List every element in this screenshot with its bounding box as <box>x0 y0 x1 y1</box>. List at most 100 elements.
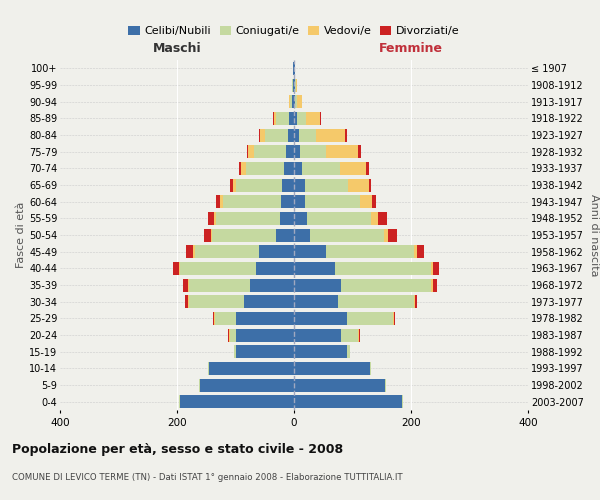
Bar <box>294 145 300 158</box>
Bar <box>208 362 209 375</box>
Bar <box>189 295 244 308</box>
Bar <box>296 78 297 92</box>
Bar <box>431 278 433 291</box>
Bar <box>292 95 294 108</box>
Bar <box>372 195 376 208</box>
Bar <box>188 278 250 291</box>
Bar <box>310 228 383 241</box>
Bar <box>180 262 256 275</box>
Bar <box>294 112 297 125</box>
Bar <box>230 328 235 342</box>
Bar <box>215 312 235 325</box>
Legend: Celibi/Nubili, Coniugati/e, Vedovi/e, Divorziati/e: Celibi/Nubili, Coniugati/e, Vedovi/e, Di… <box>124 21 464 40</box>
Bar <box>297 112 306 125</box>
Y-axis label: Fasce di età: Fasce di età <box>16 202 26 268</box>
Bar <box>388 228 397 241</box>
Bar <box>179 395 180 408</box>
Bar <box>402 395 403 408</box>
Bar <box>211 228 212 241</box>
Bar <box>289 95 290 108</box>
Bar <box>294 312 347 325</box>
Bar <box>417 245 424 258</box>
Bar <box>385 378 386 392</box>
Bar <box>307 212 371 225</box>
Bar <box>341 328 358 342</box>
Bar <box>180 395 294 408</box>
Bar <box>288 128 294 141</box>
Bar <box>214 212 215 225</box>
Bar <box>281 195 294 208</box>
Bar <box>394 312 395 325</box>
Bar <box>200 378 294 392</box>
Bar <box>294 378 385 392</box>
Text: COMUNE DI LEVICO TERME (TN) - Dati ISTAT 1° gennaio 2008 - Elaborazione TUTTITAL: COMUNE DI LEVICO TERME (TN) - Dati ISTAT… <box>12 472 403 482</box>
Bar <box>194 245 259 258</box>
Bar <box>294 362 370 375</box>
Bar <box>259 245 294 258</box>
Bar <box>306 112 320 125</box>
Bar <box>289 112 294 125</box>
Bar <box>370 362 371 375</box>
Bar <box>358 145 361 158</box>
Bar <box>241 162 246 175</box>
Bar <box>294 95 295 108</box>
Bar <box>433 262 439 275</box>
Bar <box>294 212 307 225</box>
Bar <box>208 212 214 225</box>
Bar <box>233 178 235 192</box>
Y-axis label: Anni di nascita: Anni di nascita <box>589 194 599 276</box>
Bar <box>294 128 299 141</box>
Bar <box>250 278 294 291</box>
Bar <box>277 228 294 241</box>
Bar <box>215 195 220 208</box>
Bar <box>235 328 294 342</box>
Bar <box>346 128 347 141</box>
Bar <box>254 145 286 158</box>
Bar <box>260 128 265 141</box>
Bar <box>300 145 326 158</box>
Bar <box>294 395 402 408</box>
Bar <box>244 295 294 308</box>
Bar <box>235 312 294 325</box>
Bar <box>239 162 241 175</box>
Bar <box>433 278 437 291</box>
Bar <box>293 78 294 92</box>
Bar <box>235 178 283 192</box>
Bar <box>286 145 294 158</box>
Bar <box>305 195 360 208</box>
Text: Femmine: Femmine <box>379 42 443 55</box>
Bar <box>302 162 340 175</box>
Bar <box>297 95 302 108</box>
Bar <box>347 345 350 358</box>
Bar <box>173 262 179 275</box>
Bar <box>283 178 294 192</box>
Bar <box>294 278 341 291</box>
Bar <box>299 128 316 141</box>
Bar <box>213 312 214 325</box>
Bar <box>265 128 288 141</box>
Bar <box>341 278 431 291</box>
Bar <box>294 345 347 358</box>
Bar <box>193 245 194 258</box>
Bar <box>431 262 433 275</box>
Bar <box>378 212 387 225</box>
Bar <box>294 328 341 342</box>
Bar <box>290 95 292 108</box>
Bar <box>235 345 294 358</box>
Bar <box>326 145 358 158</box>
Bar <box>215 212 280 225</box>
Bar <box>247 145 248 158</box>
Bar <box>294 295 338 308</box>
Bar <box>316 128 346 141</box>
Bar <box>366 162 369 175</box>
Bar <box>259 128 260 141</box>
Bar <box>280 212 294 225</box>
Bar <box>185 295 188 308</box>
Bar <box>209 362 294 375</box>
Bar <box>294 195 305 208</box>
Bar <box>184 278 188 291</box>
Text: Maschi: Maschi <box>152 42 202 55</box>
Bar <box>369 178 371 192</box>
Bar <box>294 162 302 175</box>
Bar <box>294 245 326 258</box>
